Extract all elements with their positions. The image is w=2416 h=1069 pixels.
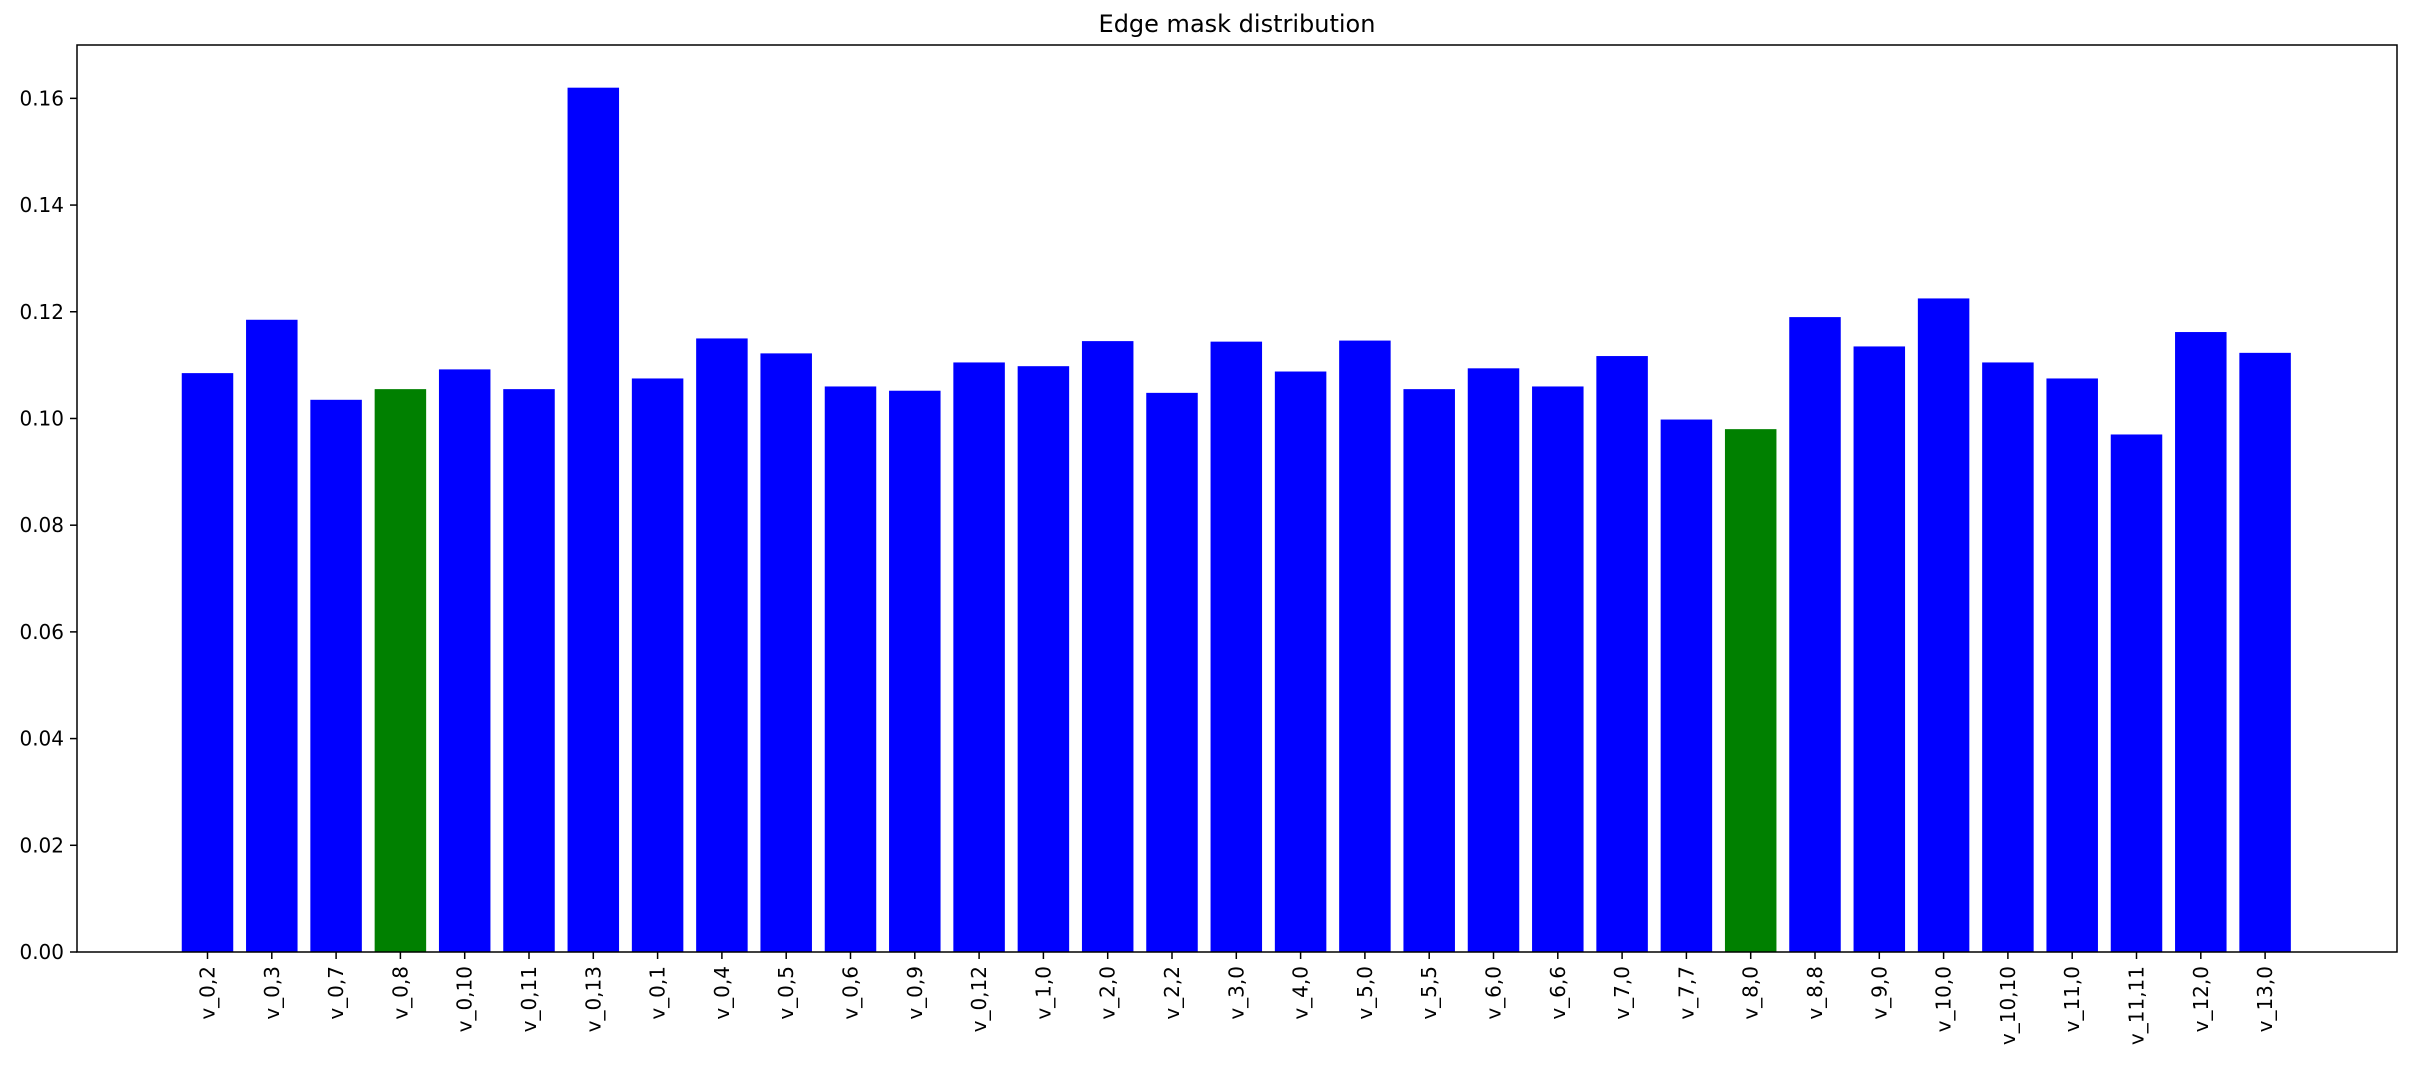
x-axis: v_0,2 v_0,3 v_0,7 v_0,8 v_0,10 v_0,11 v_0,13 v_… (196, 952, 2277, 1045)
x-tick-label: v_7,0 (1610, 966, 1634, 1020)
x-tick-label: v_0,5 (774, 966, 798, 1020)
x-tick-label: v_0,8 (388, 966, 412, 1020)
bar-v_7,7 (1660, 419, 1713, 952)
x-tick-label: v_6,0 (1482, 966, 1506, 1020)
x-tick-label: v_0,1 (646, 966, 670, 1020)
chart-title: Edge mask distribution (1099, 10, 1376, 38)
bar-v_11,0 (2046, 378, 2098, 953)
x-tick-label: v_0,3 (260, 966, 284, 1020)
x-tick-label: v_0,9 (903, 966, 927, 1020)
x-tick-label: v_2,0 (1096, 966, 1120, 1020)
bar-v_0,8 (374, 389, 427, 952)
y-tick-label: 0.14 (19, 193, 64, 217)
bar-v_6,0 (1467, 368, 1520, 952)
plot-frame (76, 44, 2398, 953)
x-tick-label: v_13,0 (2253, 966, 2277, 1032)
x-tick-label: v_0,13 (581, 966, 605, 1032)
y-tick-label: 0.00 (19, 940, 64, 964)
bar-v_2,2 (1146, 392, 1198, 952)
x-tick-label: v_6,6 (1546, 966, 1570, 1020)
bar-v_9,0 (1853, 346, 1906, 952)
bar-v_0,3 (246, 319, 298, 952)
bar-v_10,0 (1917, 298, 1970, 952)
bar-v_10,10 (1982, 362, 2034, 952)
bar-v_5,0 (1339, 340, 1391, 953)
y-axis: 0.00 0.02 0.04 0.06 0.08 0.10 0.12 0.14 0.16 (19, 86, 77, 964)
bar-v_0,7 (310, 399, 362, 952)
x-tick-label: v_0,10 (453, 966, 477, 1032)
bar-v_0,9 (889, 390, 941, 953)
bar-v_0,11 (503, 389, 555, 952)
bar-v_0,6 (824, 386, 877, 953)
x-tick-label: v_3,0 (1224, 966, 1248, 1020)
bar-v_0,10 (438, 369, 491, 952)
bar-v_2,0 (1081, 341, 1134, 952)
x-tick-label: v_0,2 (196, 966, 220, 1020)
x-tick-label: v_0,6 (839, 966, 863, 1020)
x-tick-label: v_11,11 (2125, 966, 2149, 1045)
x-tick-label: v_10,0 (1932, 966, 1956, 1032)
x-tick-label: v_1,0 (1031, 966, 1055, 1020)
bar-v_4,0 (1274, 371, 1327, 952)
bar-v_7,0 (1596, 356, 1648, 952)
x-tick-label: v_12,0 (2189, 966, 2213, 1032)
x-tick-label: v_5,5 (1417, 966, 1441, 1020)
bar-v_1,0 (1017, 366, 1070, 952)
bar-v_5,5 (1403, 389, 1455, 952)
x-tick-label: v_7,7 (1674, 966, 1698, 1020)
bar-v_0,2 (181, 373, 234, 952)
bar-v_12,0 (2175, 332, 2227, 952)
y-tick-label: 0.10 (19, 406, 64, 430)
bar-v_0,5 (760, 353, 812, 952)
bar-v_3,0 (1210, 341, 1263, 952)
bar-v_6,6 (1532, 386, 1584, 953)
x-tick-label: v_0,12 (967, 966, 991, 1032)
x-tick-label: v_11,0 (2060, 966, 2084, 1032)
x-tick-label: v_10,10 (1996, 966, 2020, 1045)
y-tick-label: 0.02 (19, 833, 64, 857)
bars-group (181, 87, 2291, 953)
x-tick-label: v_9,0 (1867, 966, 1891, 1020)
x-tick-label: v_0,11 (517, 966, 541, 1032)
bar-v_8,0 (1724, 429, 1777, 952)
y-tick-label: 0.06 (19, 620, 64, 644)
y-tick-label: 0.04 (19, 727, 64, 751)
bar-v_8,8 (1789, 317, 1841, 953)
bar-v_0,1 (631, 378, 684, 953)
bar-v_11,11 (2110, 434, 2163, 953)
x-tick-label: v_8,8 (1803, 966, 1827, 1020)
x-tick-label: v_5,0 (1353, 966, 1377, 1020)
bar-v_0,12 (953, 362, 1005, 952)
y-tick-label: 0.08 (19, 513, 64, 537)
y-tick-label: 0.12 (19, 300, 64, 324)
x-tick-label: v_4,0 (1289, 966, 1313, 1020)
x-tick-label: v_2,2 (1160, 966, 1184, 1020)
x-tick-label: v_8,0 (1739, 966, 1763, 1020)
y-tick-label: 0.16 (19, 86, 64, 110)
bar-v_13,0 (2239, 352, 2291, 953)
bar-v_0,4 (696, 338, 748, 952)
bar-v_0,13 (567, 87, 620, 953)
x-tick-label: v_0,7 (324, 966, 348, 1020)
x-tick-label: v_0,4 (710, 966, 734, 1020)
